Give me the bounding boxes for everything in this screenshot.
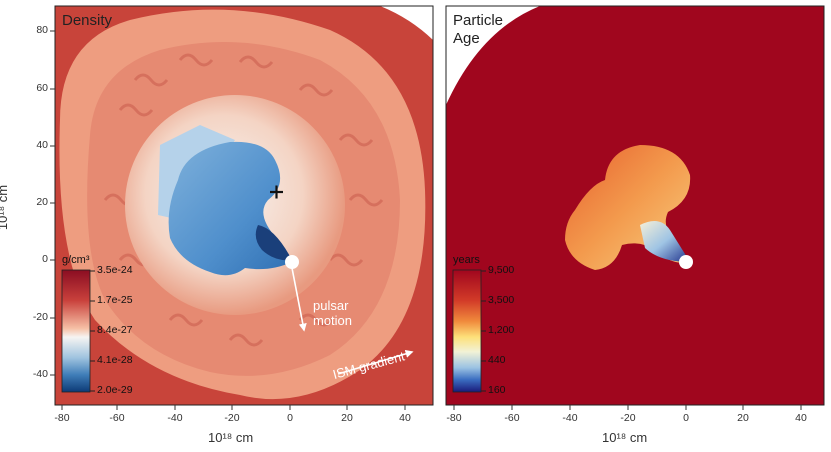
age-map [446, 6, 824, 405]
age-blank-corner [446, 6, 540, 105]
density-y-tick: 80 [36, 24, 48, 36]
age-frame [445, 5, 825, 406]
density-title: Density [62, 12, 113, 29]
shell-ripples [103, 53, 384, 347]
density-frame [54, 5, 434, 406]
density-cb-tick: 3.5e-24 [97, 264, 133, 276]
age-x-tick: 40 [795, 412, 807, 424]
density-x-tick: 20 [341, 412, 353, 424]
density-y-tick: 60 [36, 82, 48, 94]
age-x-label: 10¹⁸ cm [602, 430, 648, 445]
age-colorbar-ticks [481, 270, 486, 392]
density-y-tick: 0 [42, 253, 48, 265]
density-x-tick: -80 [54, 412, 70, 424]
density-x-label: 10¹⁸ cm [208, 430, 254, 445]
age-x-tick: 0 [683, 412, 689, 424]
density-colorbar [61, 269, 91, 393]
density-y-tick: 20 [36, 196, 48, 208]
pulsar-dot [285, 255, 299, 269]
age-colorbar-unit: years [453, 254, 480, 266]
density-cb-tick: 8.4e-27 [97, 324, 133, 336]
blank-corner [380, 6, 433, 40]
age-x-tick: -80 [446, 412, 462, 424]
age-axis-ticks [453, 405, 802, 410]
age-cb-tick: 9,500 [488, 264, 515, 276]
pulsar-motion-arrow [291, 267, 307, 332]
cross-marker [270, 185, 283, 199]
ism-gradient-arrow [337, 349, 414, 375]
age-cb-tick: 160 [488, 384, 506, 396]
age-cb-tick: 1,200 [488, 324, 515, 336]
density-x-tick: 40 [399, 412, 411, 424]
pulsar-motion-label: pulsar motion [313, 298, 353, 328]
age-young-tail [640, 221, 690, 262]
density-cb-tick: 1.7e-25 [97, 294, 133, 306]
density-y-tick: -20 [32, 311, 48, 323]
density-map [55, 6, 433, 405]
age-x-tick: -40 [562, 412, 578, 424]
density-x-tick: -20 [224, 412, 240, 424]
age-pulsar-dot [679, 255, 693, 269]
age-cb-tick: 3,500 [488, 294, 515, 306]
age-colorbar [452, 269, 482, 393]
density-y-tick: 40 [36, 139, 48, 151]
density-cb-tick: 4.1e-28 [97, 354, 133, 366]
age-x-tick: 20 [737, 412, 749, 424]
density-x-tick: -40 [167, 412, 183, 424]
density-y-tick: -40 [32, 368, 48, 380]
density-colorbar-ticks [90, 270, 95, 392]
density-x-tick: -60 [109, 412, 125, 424]
wind-cone [255, 225, 292, 261]
density-y-label: 10¹⁸ cm [0, 184, 11, 231]
density-cb-tick: 2.0e-29 [97, 384, 133, 396]
density-x-tick: 0 [287, 412, 293, 424]
age-title: Particle Age [453, 12, 504, 47]
age-x-tick: -60 [504, 412, 520, 424]
age-x-tick: -20 [620, 412, 636, 424]
density-axis-ticks [50, 30, 406, 410]
age-cb-tick: 440 [488, 354, 506, 366]
density-colorbar-unit: g/cm³ [62, 254, 90, 266]
